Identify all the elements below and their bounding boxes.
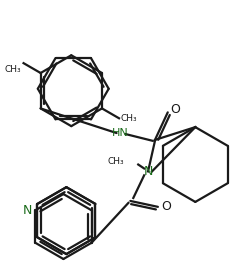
Text: O: O — [171, 103, 180, 116]
Text: CH₃: CH₃ — [5, 65, 22, 74]
Text: HN: HN — [112, 128, 129, 138]
Text: O: O — [161, 200, 171, 213]
Text: CH₃: CH₃ — [121, 114, 138, 123]
Text: N: N — [143, 165, 153, 178]
Text: N: N — [23, 204, 32, 217]
Text: CH₃: CH₃ — [108, 157, 125, 166]
